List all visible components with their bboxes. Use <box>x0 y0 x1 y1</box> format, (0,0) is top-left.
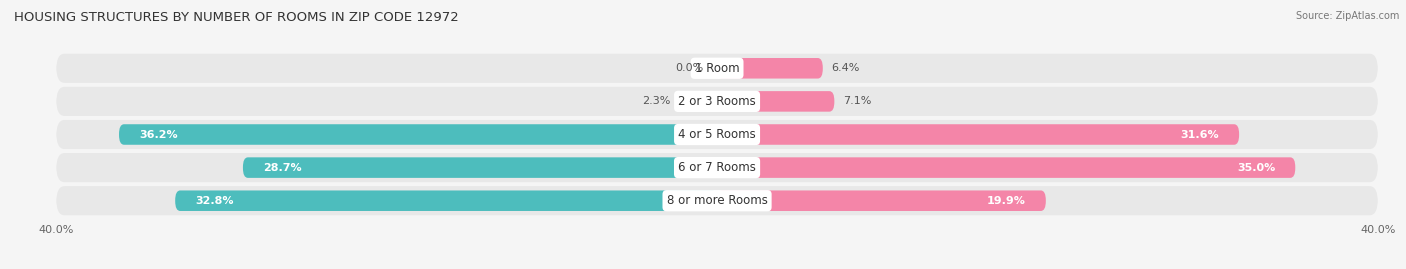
Text: 28.7%: 28.7% <box>263 162 301 173</box>
Text: 32.8%: 32.8% <box>195 196 233 206</box>
Text: 6 or 7 Rooms: 6 or 7 Rooms <box>678 161 756 174</box>
Text: 2.3%: 2.3% <box>643 96 671 107</box>
FancyBboxPatch shape <box>717 157 1295 178</box>
Text: 0.0%: 0.0% <box>676 63 704 73</box>
Text: 8 or more Rooms: 8 or more Rooms <box>666 194 768 207</box>
Text: 6.4%: 6.4% <box>831 63 859 73</box>
FancyBboxPatch shape <box>679 91 717 112</box>
Text: 7.1%: 7.1% <box>842 96 870 107</box>
FancyBboxPatch shape <box>56 153 1378 182</box>
FancyBboxPatch shape <box>120 124 717 145</box>
Text: 1 Room: 1 Room <box>695 62 740 75</box>
FancyBboxPatch shape <box>56 87 1378 116</box>
FancyBboxPatch shape <box>56 186 1378 215</box>
Text: 19.9%: 19.9% <box>987 196 1026 206</box>
FancyBboxPatch shape <box>717 58 823 79</box>
FancyBboxPatch shape <box>717 190 1046 211</box>
Text: Source: ZipAtlas.com: Source: ZipAtlas.com <box>1295 11 1399 21</box>
FancyBboxPatch shape <box>243 157 717 178</box>
Text: 31.6%: 31.6% <box>1181 129 1219 140</box>
FancyBboxPatch shape <box>717 91 834 112</box>
Text: HOUSING STRUCTURES BY NUMBER OF ROOMS IN ZIP CODE 12972: HOUSING STRUCTURES BY NUMBER OF ROOMS IN… <box>14 11 458 24</box>
FancyBboxPatch shape <box>176 190 717 211</box>
FancyBboxPatch shape <box>717 124 1239 145</box>
FancyBboxPatch shape <box>56 120 1378 149</box>
Text: 4 or 5 Rooms: 4 or 5 Rooms <box>678 128 756 141</box>
FancyBboxPatch shape <box>56 54 1378 83</box>
Text: 36.2%: 36.2% <box>139 129 177 140</box>
Text: 35.0%: 35.0% <box>1237 162 1275 173</box>
Text: 2 or 3 Rooms: 2 or 3 Rooms <box>678 95 756 108</box>
